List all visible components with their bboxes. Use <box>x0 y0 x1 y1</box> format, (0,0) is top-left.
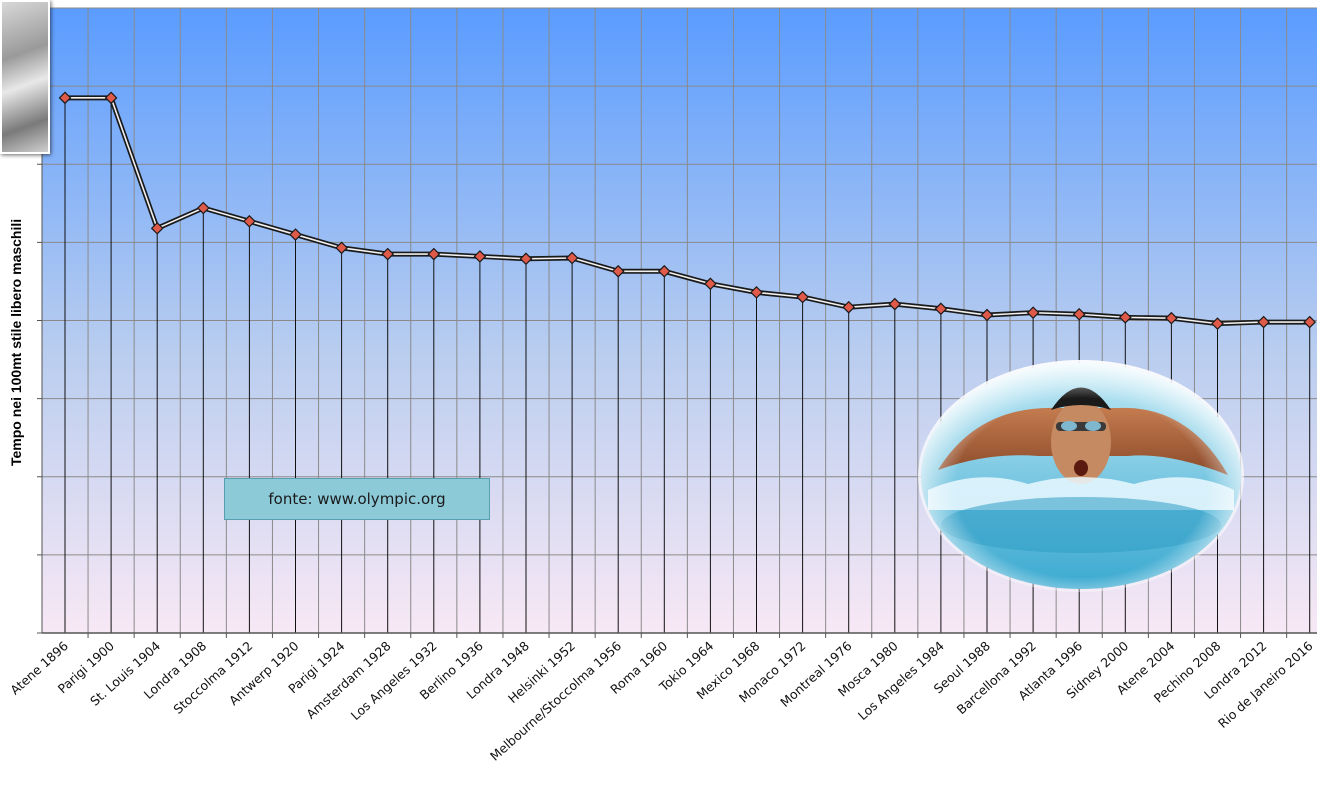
x-tick-label: Los Angeles 1984 <box>855 638 947 723</box>
data-point-marker <box>150 221 164 235</box>
data-point-marker <box>1257 315 1270 329</box>
data-point-marker <box>1026 306 1040 320</box>
data-point-marker <box>980 308 994 322</box>
data-point-marker <box>427 247 441 261</box>
data-point-marker <box>1211 317 1224 330</box>
series-line <box>65 97 1310 325</box>
data-point-marker <box>1072 307 1086 321</box>
data-markers <box>58 91 1317 330</box>
data-point-marker <box>704 277 717 291</box>
data-point-marker <box>1118 311 1132 324</box>
data-point-marker <box>519 252 533 266</box>
x-tick-label: Stoccolma 1912 <box>170 638 255 717</box>
x-tick-label: Barcellona 1992 <box>954 638 1040 717</box>
data-point-marker <box>750 286 763 299</box>
data-point-marker <box>611 264 625 278</box>
data-point-marker <box>1165 311 1178 325</box>
data-point-marker <box>58 91 72 105</box>
source-note: fonte: www.olympic.org <box>224 478 490 520</box>
x-tick-label: Amsterdam 1928 <box>303 638 394 722</box>
data-point-marker <box>196 201 210 215</box>
data-point-marker <box>104 91 118 105</box>
swimmer-image <box>918 360 1244 592</box>
data-point-marker <box>243 214 256 228</box>
data-point-marker <box>796 290 809 304</box>
series-line <box>65 95 1310 327</box>
data-point-marker <box>888 297 902 311</box>
data-point-marker <box>381 247 395 261</box>
data-point-marker <box>335 241 348 255</box>
grid-lines <box>42 7 1317 634</box>
data-point-marker <box>934 302 948 316</box>
data-point-marker <box>289 228 302 241</box>
data-point-marker <box>473 250 487 263</box>
historic-photo-thumbnail <box>0 0 50 154</box>
data-point-marker <box>1303 315 1317 329</box>
y-axis-label: Tempo nei 100mt stile libero maschili <box>8 218 24 466</box>
data-point-marker <box>565 251 579 265</box>
x-tick-label: Los Angeles 1932 <box>348 638 440 723</box>
data-point-marker <box>657 264 671 278</box>
data-point-marker <box>842 300 856 314</box>
